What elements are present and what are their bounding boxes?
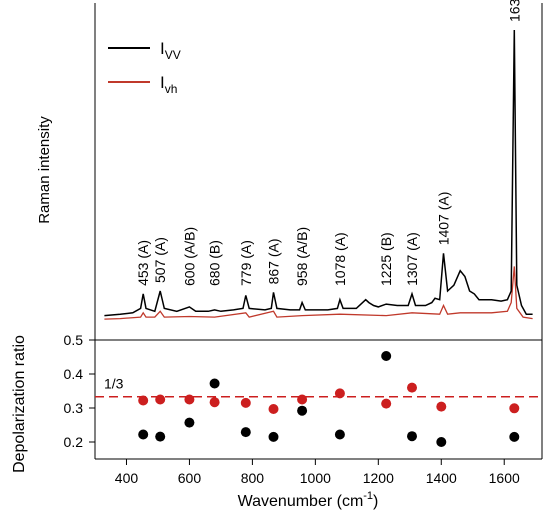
data-point-black bbox=[297, 405, 308, 416]
data-point-red bbox=[138, 395, 149, 406]
spectrum-line-ivv bbox=[104, 29, 533, 317]
legend: IVV Ivh bbox=[108, 39, 181, 96]
y-axis-label-top: Raman intensity bbox=[36, 116, 53, 224]
y-axis-ticks: 0.2 0.3 0.4 0.5 bbox=[64, 332, 95, 450]
spectra-lines bbox=[104, 29, 533, 320]
data-point-black bbox=[334, 429, 345, 440]
data-point-red bbox=[209, 397, 220, 408]
data-point-black bbox=[209, 378, 220, 389]
x-axis-label: Wavenumber (cm-1) bbox=[238, 490, 379, 510]
data-point-red bbox=[268, 404, 279, 414]
peak-label: 867 (A) bbox=[266, 238, 282, 284]
data-point-black bbox=[407, 431, 417, 442]
x-tick-label: 400 bbox=[115, 470, 139, 486]
data-point-red bbox=[240, 397, 251, 408]
data-point-red bbox=[334, 388, 345, 399]
y-tick-label: 0.2 bbox=[64, 434, 84, 450]
x-tick-label: 1400 bbox=[426, 470, 457, 486]
data-point-red bbox=[155, 394, 166, 405]
data-point-black bbox=[436, 437, 447, 447]
y-axis-label-bottom: Depolarization ratio bbox=[11, 335, 28, 473]
data-point-red bbox=[381, 398, 392, 409]
x-tick-label: 1000 bbox=[300, 470, 331, 486]
scatter-points bbox=[138, 351, 520, 447]
data-point-black bbox=[509, 431, 520, 442]
x-tick-label: 1200 bbox=[363, 470, 394, 486]
legend-label-ivv: IVV bbox=[160, 39, 181, 62]
legend-label-ivh: Ivh bbox=[160, 73, 177, 96]
reference-line-label: 1/3 bbox=[104, 376, 124, 392]
x-axis-ticks: 400 600 800 1000 1200 1400 1600 bbox=[115, 459, 520, 486]
peak-label: 453 (A) bbox=[135, 240, 151, 286]
data-point-red bbox=[407, 382, 417, 393]
x-tick-label: 600 bbox=[178, 470, 202, 486]
data-point-black bbox=[184, 417, 195, 428]
x-tick-label: 800 bbox=[241, 470, 265, 486]
peak-label: 1078 (A) bbox=[332, 232, 348, 286]
spectrum-panel: 453 (A) 507 (A) 600 (A/B) 680 (B) 779 (A) 867… bbox=[36, 0, 533, 320]
peak-label: 1407 (A) bbox=[436, 192, 452, 246]
data-point-black bbox=[138, 429, 149, 440]
data-point-red bbox=[509, 403, 520, 414]
data-point-red bbox=[436, 401, 447, 412]
y-tick-label: 0.5 bbox=[64, 332, 84, 348]
peak-label: 600 (A/B) bbox=[181, 227, 197, 286]
y-tick-label: 0.3 bbox=[64, 400, 84, 416]
y-tick-label: 0.4 bbox=[64, 366, 84, 382]
peak-label: 1307 (A) bbox=[404, 232, 420, 286]
data-point-black bbox=[268, 431, 279, 442]
data-point-black bbox=[381, 351, 392, 361]
peak-label: 958 (A/B) bbox=[294, 227, 310, 286]
x-tick-label: 1600 bbox=[489, 470, 520, 486]
peak-labels: 453 (A) 507 (A) 600 (A/B) 680 (B) 779 (A) 867… bbox=[135, 0, 522, 286]
data-point-red bbox=[297, 394, 308, 405]
peak-label: 1632 (A) bbox=[506, 0, 522, 22]
depolarization-panel: 1/3 0.2 0.3 0.4 0.5 400 600 800 1000 1200 1400 16… bbox=[11, 332, 542, 510]
peak-label: 1225 (B) bbox=[378, 232, 394, 286]
data-point-red bbox=[184, 394, 195, 405]
spectrum-line-ivh bbox=[104, 266, 533, 320]
peak-label: 680 (B) bbox=[207, 240, 223, 286]
peak-label: 779 (A) bbox=[238, 240, 254, 286]
data-point-black bbox=[155, 431, 166, 442]
data-point-black bbox=[240, 427, 251, 438]
peak-label: 507 (A) bbox=[152, 237, 168, 283]
